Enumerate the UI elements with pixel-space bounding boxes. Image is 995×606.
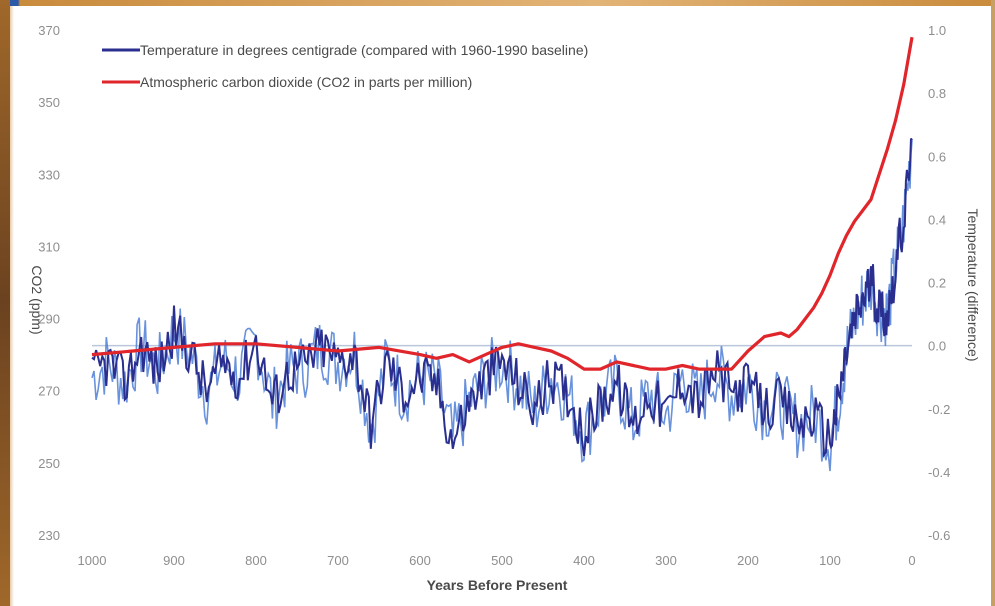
x-tick-label: 800 — [245, 553, 267, 568]
right-axis-ticks: 1.0 0.8 0.6 0.4 0.2 0.0 -0.2 -0.4 -0.6 — [928, 23, 950, 543]
y-left-tick-label: 330 — [38, 167, 60, 182]
y-right-tick-label: 0.6 — [928, 149, 946, 164]
legend: Temperature in degrees centigrade (compa… — [102, 42, 588, 90]
x-axis-ticks: 1000 900 800 700 600 500 400 300 200 100 0 — [78, 553, 916, 568]
x-tick-label: 200 — [737, 553, 759, 568]
top-border-decoration — [0, 0, 995, 6]
series-layer — [91, 36, 914, 472]
legend-label-temperature: Temperature in degrees centigrade (compa… — [140, 42, 588, 58]
left-axis-ticks: 370 350 330 310 290 270 250 230 — [38, 23, 60, 543]
y-left-tick-label: 290 — [38, 312, 60, 327]
x-tick-label: 100 — [819, 553, 841, 568]
y-right-tick-label: 1.0 — [928, 23, 946, 38]
x-tick-label: 500 — [491, 553, 513, 568]
y-left-tick-label: 230 — [38, 528, 60, 543]
y-left-tick-label: 350 — [38, 95, 60, 110]
y-right-tick-label: 0.4 — [928, 212, 946, 227]
legend-label-co2: Atmospheric carbon dioxide (CO2 in parts… — [140, 74, 472, 90]
y-left-tick-label: 250 — [38, 456, 60, 471]
temperature-line-variance — [91, 140, 913, 472]
y-right-tick-label: -0.4 — [928, 465, 950, 480]
y-right-tick-label: -0.2 — [928, 402, 950, 417]
x-tick-label: 900 — [163, 553, 185, 568]
y-left-tick-label: 270 — [38, 384, 60, 399]
left-border-decoration — [0, 0, 10, 606]
x-axis-label: Years Before Present — [427, 577, 568, 593]
y-right-tick-label: 0.8 — [928, 86, 946, 101]
x-tick-label: 600 — [409, 553, 431, 568]
y-axis-right-label: Temperature (difference) — [965, 208, 981, 361]
x-tick-label: 0 — [908, 553, 915, 568]
x-tick-label: 700 — [327, 553, 349, 568]
x-tick-label: 1000 — [78, 553, 107, 568]
y-axis-left-label: CO2 (ppm) — [29, 265, 45, 334]
y-right-tick-label: 0.0 — [928, 339, 946, 354]
x-tick-label: 300 — [655, 553, 677, 568]
x-tick-label: 400 — [573, 553, 595, 568]
right-border-decoration — [991, 0, 995, 606]
y-right-tick-label: 0.2 — [928, 276, 946, 291]
y-left-tick-label: 310 — [38, 239, 60, 254]
co2-line — [91, 36, 914, 371]
temperature-line — [91, 138, 913, 459]
y-right-tick-label: -0.6 — [928, 528, 950, 543]
y-left-tick-label: 370 — [38, 23, 60, 38]
